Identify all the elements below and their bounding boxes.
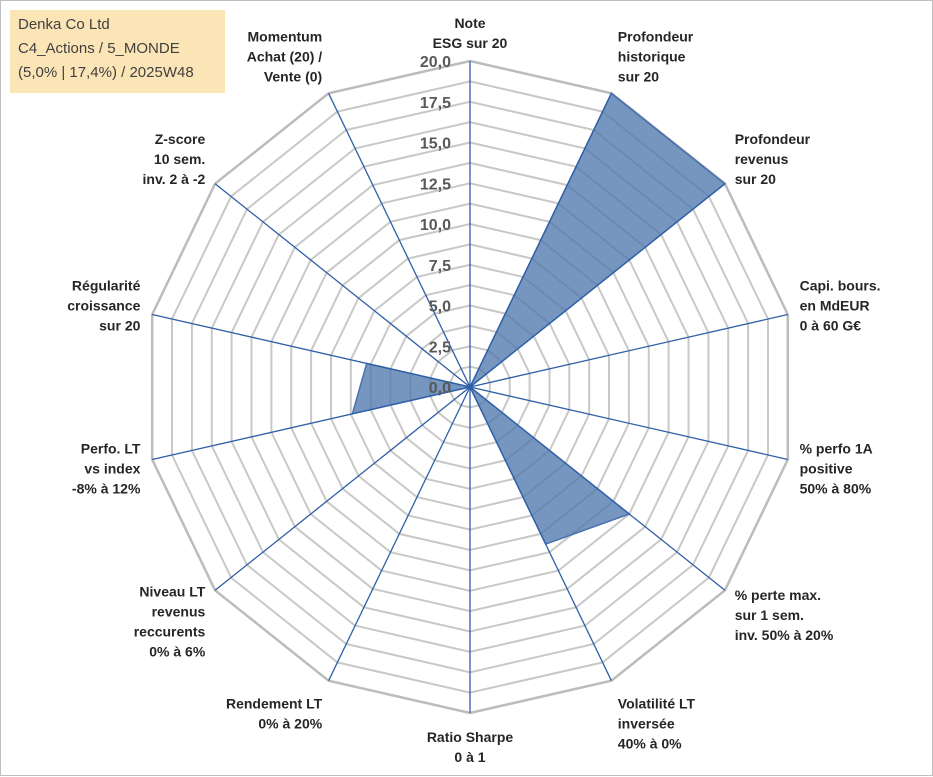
axis-label-line: sur 20 — [735, 171, 776, 187]
company-name: Denka Co Ltd — [18, 13, 217, 37]
axis-label-line: ESG sur 20 — [433, 35, 508, 51]
axis-label-line: sur 20 — [99, 318, 140, 334]
radial-tick-label: 10,0 — [420, 217, 451, 234]
axis-label-line: Rendement LT — [226, 696, 323, 712]
axis-label-line: reccurents — [134, 623, 206, 639]
axis-label-line: Volatilité LT — [618, 696, 696, 712]
axis-label: Niveau LT revenus reccurents 0% à 6% — [134, 583, 206, 659]
radial-tick-label: 15,0 — [420, 136, 451, 153]
axis-label-line: Capi. bours. — [800, 278, 881, 294]
axis-label: Capi. bours. en MdEUR 0 à 60 G€ — [800, 278, 881, 334]
axis-label-line: positive — [800, 460, 853, 476]
axis-label: Volatilité LT inversée 40% à 0% — [618, 696, 696, 752]
axis-label-line: 0% à 6% — [149, 643, 206, 659]
axis-label: Momentum Achat (20) / Vente (0) — [247, 28, 323, 84]
axis-label: Z-score 10 sem. inv. 2 à -2 — [143, 131, 206, 187]
portfolio-name: C4_Actions / 5_MONDE — [18, 37, 217, 61]
axis-label: Ratio Sharpe 0 à 1 — [427, 729, 514, 765]
radial-tick-label: 20,0 — [420, 54, 451, 71]
axis-label-line: 50% à 80% — [800, 480, 872, 496]
axis-label-line: Régularité — [72, 278, 141, 294]
axis-label: Régularité croissance sur 20 — [67, 278, 140, 334]
axis-label-line: 40% à 0% — [618, 736, 682, 752]
axis-label-line: Perfo. LT — [81, 440, 141, 456]
axis-label-line: sur 20 — [618, 68, 659, 84]
axis-label-line: croissance — [67, 298, 140, 314]
radial-tick-label: 12,5 — [420, 176, 451, 193]
axis-label-line: vs index — [84, 460, 140, 476]
axis-label: Perfo. LT vs index -8% à 12% — [72, 440, 141, 496]
axis-label: Rendement LT 0% à 20% — [226, 696, 323, 732]
stats-line: (5,0% | 17,4%) / 2025W48 — [18, 61, 217, 85]
radial-tick-label: 2,5 — [429, 339, 451, 356]
axis-label-line: % perte max. — [735, 587, 821, 603]
axis-label: % perte max. sur 1 sem. inv. 50% à 20% — [735, 587, 834, 643]
axis-label: Profondeur revenus sur 20 — [735, 131, 811, 187]
axis-label-line: revenus — [735, 151, 789, 167]
radial-tick-label: 5,0 — [429, 299, 451, 316]
axis-label-line: Vente (0) — [264, 68, 322, 84]
axis-label-line: 0 à 1 — [454, 749, 485, 765]
radial-tick-label: 17,5 — [420, 95, 451, 112]
axis-label-line: Niveau LT — [139, 583, 205, 599]
axis-label-line: Note — [454, 15, 485, 31]
axis-label-line: inversée — [618, 716, 675, 732]
axis-label-line: historique — [618, 48, 686, 64]
axis-label-line: Z-score — [155, 131, 206, 147]
radial-tick-label: 7,5 — [429, 258, 451, 275]
axis-label: % perfo 1A positive 50% à 80% — [800, 440, 873, 496]
axis-label-line: % perfo 1A — [800, 440, 873, 456]
axis-label-line: -8% à 12% — [72, 480, 141, 496]
axis-label-line: Profondeur — [735, 131, 811, 147]
axis-label-line: 10 sem. — [154, 151, 205, 167]
axis-label-line: Achat (20) / — [247, 48, 323, 64]
axis-label: Note ESG sur 20 — [433, 15, 508, 51]
axis-label: Profondeur historique sur 20 — [618, 28, 694, 84]
axis-label-line: revenus — [152, 603, 206, 619]
radial-tick-label: 0,0 — [429, 380, 451, 397]
axis-label-line: Momentum — [248, 28, 323, 44]
axis-label-line: sur 1 sem. — [735, 607, 804, 623]
axis-label-line: 0 à 60 G€ — [800, 318, 862, 334]
axis-label-line: 0% à 20% — [258, 716, 322, 732]
axis-label-line: Profondeur — [618, 28, 694, 44]
axis-label-line: inv. 2 à -2 — [143, 171, 206, 187]
axis-label-line: Ratio Sharpe — [427, 729, 514, 745]
info-box: Denka Co Ltd C4_Actions / 5_MONDE (5,0% … — [10, 10, 225, 93]
axis-label-line: en MdEUR — [800, 298, 870, 314]
axis-label-line: inv. 50% à 20% — [735, 627, 834, 643]
